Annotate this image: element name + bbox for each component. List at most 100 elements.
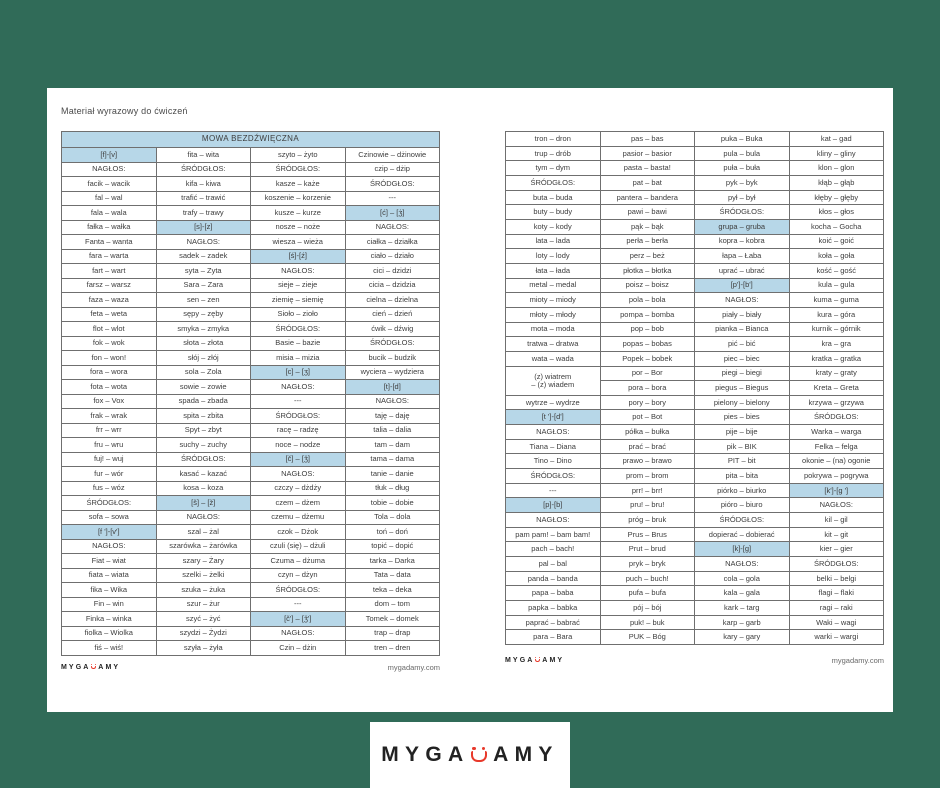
site-url: mygadamy.com xyxy=(831,655,884,665)
word-pair-cell: [p]-[b] xyxy=(505,497,601,514)
word-pair-cell: tratwa – dratwa xyxy=(505,336,601,352)
word-pair-cell: krzywa – grzywa xyxy=(788,394,884,411)
word-pair-cell: pola – bola xyxy=(599,292,695,308)
word-pair-cell: piec – biec xyxy=(694,350,790,367)
word-pair-cell: kłąb – głąb xyxy=(788,174,884,191)
table-row: frr – wrr Spyt – zbyt racę – radzę talia – … xyxy=(61,422,440,438)
word-pair-cell: [f ']-[v'] xyxy=(61,524,157,540)
table-row: ŚRÓDGŁOS: prom – brom pita – bita pokrywa –… xyxy=(505,468,884,484)
table-row: fota – wota sowie – zowie NAGŁOS: [t]-[d] xyxy=(61,379,440,395)
word-pair-cell: Sara – Zara xyxy=(155,277,251,293)
word-pair-cell: szydzi – Żydzi xyxy=(155,625,251,641)
word-pair-cell: dopierać – dobierać xyxy=(694,526,790,543)
word-pair-cell: kala – gala xyxy=(694,585,790,601)
right-table-body: tron – dron pas – bas puka – Buka kat – gad… xyxy=(505,131,884,645)
word-pair-cell: pyk – byk xyxy=(694,174,790,191)
word-pair-cell: puła – buła xyxy=(694,160,790,176)
table-row: fuj! – wuj ŚRÓDGŁOS: [č] – [ǯ] tama – dama xyxy=(61,451,440,467)
smiley-mouth-icon xyxy=(90,664,97,670)
word-pair-cell: paprać – babrać xyxy=(505,614,601,631)
word-pair-cell: panda – banda xyxy=(505,570,601,587)
word-pair-cell: kary – gary xyxy=(694,629,790,645)
word-pair-cell: pita – bita xyxy=(694,468,790,484)
table-row: frak – wrak spita – zbita ŚRÓDGŁOS: taję – … xyxy=(61,408,440,424)
word-pair-cell: fon – won! xyxy=(61,350,157,366)
word-pair-cell: tam – dam xyxy=(344,437,440,453)
word-pair-cell: fur – wór xyxy=(61,466,157,482)
word-pair-cell: ŚRÓDGŁOS: xyxy=(250,408,346,424)
word-pair-cell: prom – brom xyxy=(599,468,695,484)
word-pair-cell: Fiat – wiat xyxy=(61,553,157,569)
word-pair-cell: puka – Buka xyxy=(694,131,790,147)
word-pair-cell: trup – drób xyxy=(505,145,601,162)
word-pair-cell: ŚRÓDGŁOS: xyxy=(694,204,790,220)
word-pair-cell: cielna – dzielna xyxy=(344,292,440,308)
word-pair-cell: kifa – kiwa xyxy=(155,176,251,192)
word-pair-cell: prawo – brawo xyxy=(599,453,695,470)
table-row: NAGŁOS: próg – bruk ŚRÓDGŁOS: kil – gil xyxy=(505,512,884,528)
word-pair-cell: Popek – bobek xyxy=(599,350,695,367)
table-row: panda – banda puch – buch! cola – gola belk… xyxy=(505,570,884,587)
word-pair-cell: Felka – felga xyxy=(788,438,884,455)
word-pair-cell: pal – bal xyxy=(505,556,601,572)
word-pair-cell: szyto – żyto xyxy=(250,147,346,163)
word-pair-cell: półka – bułka xyxy=(599,424,695,440)
table-row: ŚRÓDGŁOS: pat – bat pyk – byk kłąb – głąb xyxy=(505,174,884,191)
word-pair-cell: szelki – żelki xyxy=(155,567,251,583)
word-pair-cell: pufa – bufa xyxy=(599,585,695,601)
word-pair-cell: racę – radzę xyxy=(250,422,346,438)
word-pair-cell: misia – mizia xyxy=(250,350,346,366)
word-pair-cell: Czin – dżin xyxy=(250,640,346,656)
word-pair-cell: sieje – zieje xyxy=(250,277,346,293)
table-row: (z) wiatrem – (z) wiadem por – Bor piegi –… xyxy=(505,365,884,396)
word-pair-cell: fora – wora xyxy=(61,364,157,380)
word-pair-cell: słota – złota xyxy=(155,335,251,351)
word-pair-cell: ŚRÓDGŁOS: xyxy=(344,176,440,192)
word-pair-cell: [p']-[b'] xyxy=(694,277,790,294)
table-row: papa – baba pufa – bufa kala – gala flagi –… xyxy=(505,585,884,601)
word-pair-cell: [f]-[v] xyxy=(61,147,157,163)
table-row: Fin – win szur – żur --- dom – tom xyxy=(61,596,440,612)
word-pair-cell: koić – goić xyxy=(788,233,884,250)
word-pair-cell: buty – budy xyxy=(505,204,601,220)
word-pair-cell: wytrze – wydrze xyxy=(505,394,601,411)
word-pair-cell: talia – dalia xyxy=(344,422,440,438)
table-row: fok – wok słota – złota Basie – bazie ŚRÓDG… xyxy=(61,335,440,351)
table-row: fon – won! słój – złój misia – mizia bucik … xyxy=(61,350,440,366)
word-pair-cell: ŚRÓDGŁOS: xyxy=(155,451,251,467)
word-pair-cell: prr! – brr! xyxy=(599,482,695,499)
word-pair-cell: NAGŁOS: xyxy=(250,625,346,641)
word-pair-cell: flot – wlot xyxy=(61,321,157,337)
word-pair-cell: sen – zen xyxy=(155,292,251,308)
brand-logo: MYGA AMY xyxy=(505,657,564,664)
word-pair-cell: NAGŁOS: xyxy=(250,263,346,279)
word-pair-cell: flagi – flaki xyxy=(788,585,884,601)
word-pair-cell: tłuk – dług xyxy=(344,480,440,496)
word-pair-cell: ŚRÓDGŁOS: xyxy=(250,582,346,598)
page-footer-left: MYGA AMY mygadamy.com xyxy=(61,660,440,674)
word-pair-cell: NAGŁOS: xyxy=(61,161,157,177)
word-pair-cell: farsz – warsz xyxy=(61,277,157,293)
table-row: papka – babka pój – bój kark – targ ragi – … xyxy=(505,600,884,616)
word-pair-cell: buta – buda xyxy=(505,189,601,206)
word-pair-cell: Basie – bazie xyxy=(250,335,346,351)
word-pair-cell: czyn – dżyn xyxy=(250,567,346,583)
word-pair-cell: koty – kody xyxy=(505,218,601,235)
table-row: feta – weta sępy – zęby Sioło – zioło cień … xyxy=(61,306,440,322)
word-pair-cell: NAGŁOS: xyxy=(250,379,346,395)
word-pair-cell: prać – brać xyxy=(599,438,695,455)
word-pair-cell: kark – targ xyxy=(694,600,790,616)
word-pair-cell: pop – bob xyxy=(599,321,695,338)
word-pair-cell: NAGŁOS: xyxy=(694,292,790,308)
word-pair-cell: --- xyxy=(505,482,601,499)
word-pair-cell: sola – Zola xyxy=(155,364,251,380)
word-pair-cell: kratka – gratka xyxy=(788,350,884,367)
table-row: koty – kody pąk – bąk grupa – gruba kocha –… xyxy=(505,218,884,235)
document-sheet: Materiał wyrazowy do ćwiczeń MOWA BEZDŹW… xyxy=(47,88,893,712)
table-row: pach – bach! Prut – brud [k]-[g] kier – gie… xyxy=(505,541,884,558)
logo-text-suffix: AMY xyxy=(493,743,559,766)
table-row: mioty – miody pola – bola NAGŁOS: kuma – gu… xyxy=(505,292,884,308)
word-pair-cell: PUK – Bóg xyxy=(599,629,695,645)
word-pair-cell: kłęby – głęby xyxy=(788,189,884,206)
